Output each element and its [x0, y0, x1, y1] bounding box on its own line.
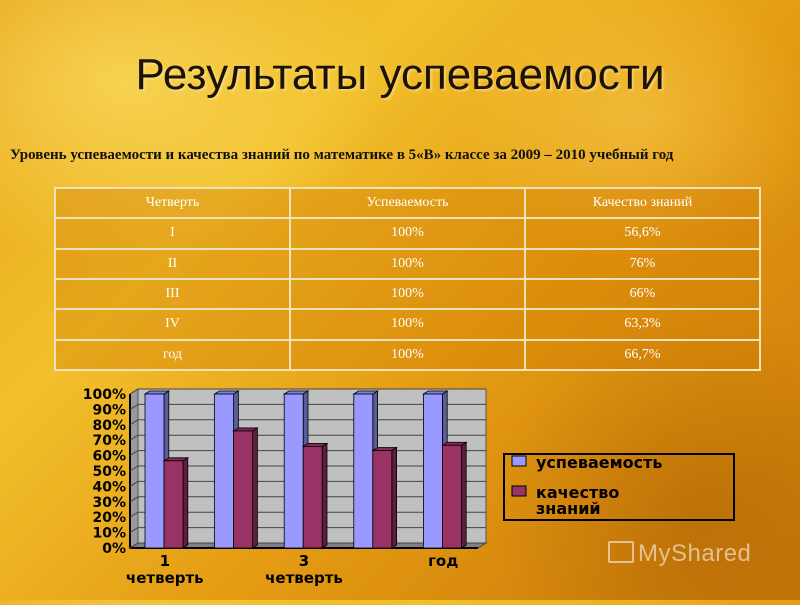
- results-table: Четверть Успеваемость Качество знаний I …: [54, 186, 761, 372]
- cell-quarter: IV: [54, 308, 291, 341]
- y-tick-label: 20%: [92, 510, 126, 526]
- cell-quality: 63,3%: [524, 308, 761, 341]
- cell-quarter: I: [54, 217, 291, 250]
- table-row: II 100% 76%: [54, 247, 761, 280]
- bar-chart: 0%10%20%30%40%50%60%70%80%90%100% 1четве…: [83, 387, 735, 587]
- bar-front: [353, 393, 374, 549]
- column-header-quarter: Четверть: [54, 186, 291, 220]
- bar-front: [144, 393, 165, 549]
- legend-label: знаний: [536, 499, 601, 518]
- cell-progress: 100%: [289, 277, 526, 311]
- bar-top: [282, 390, 310, 395]
- presentation-icon: [608, 541, 634, 563]
- y-tick-label: 50%: [92, 464, 126, 480]
- bar-top: [213, 390, 240, 395]
- bar-front: [214, 393, 235, 549]
- bar: [232, 427, 259, 549]
- x-tick-label: четверть: [265, 569, 343, 587]
- bar-chart-panel: 0% 10% 20% 30% 40% 50% 60% 70% 80% 90% 100% 1 четве…: [0, 378, 800, 600]
- bar-front: [441, 444, 462, 549]
- bar-front: [233, 430, 254, 549]
- table-caption: Уровень успеваемости и качества знаний п…: [10, 147, 674, 163]
- cell-quality: 76%: [524, 247, 761, 280]
- gridline: [129, 388, 486, 395]
- x-tick-label: 1: [160, 552, 170, 570]
- legend-box: [503, 453, 735, 521]
- bar-top: [232, 427, 259, 432]
- x-tick-label: 3: [299, 552, 309, 570]
- cell-progress: 100%: [289, 217, 526, 250]
- bar-top: [143, 390, 171, 395]
- legend-label: успеваемость: [536, 453, 663, 472]
- bar-front: [302, 445, 323, 549]
- bar-front: [283, 393, 304, 549]
- page-title: Результаты успеваемости: [135, 50, 665, 99]
- legend-swatch: [511, 485, 527, 497]
- bar-top: [352, 390, 379, 395]
- cell-quality: 56,6%: [524, 217, 761, 250]
- table-row: I 100% 56,6%: [54, 217, 761, 250]
- bar: [162, 457, 190, 549]
- bar-top: [371, 447, 398, 451]
- cell-progress: 100%: [289, 338, 526, 372]
- watermark-text: MyShared: [638, 540, 752, 567]
- bar-top: [422, 390, 449, 395]
- cell-quarter: III: [54, 277, 291, 311]
- cell-quality: 66%: [524, 277, 761, 311]
- bar-side: [182, 457, 189, 549]
- cell-quarter: год: [54, 338, 291, 372]
- bar: [441, 441, 468, 549]
- y-tick-label: 10%: [92, 526, 126, 542]
- y-tick-label: 90%: [92, 402, 126, 418]
- cell-progress: 100%: [289, 308, 526, 341]
- legend-label: качество: [536, 483, 619, 502]
- y-tick-label: 70%: [92, 433, 126, 449]
- bar-side: [321, 442, 328, 549]
- bar: [371, 446, 398, 549]
- bar-top: [162, 457, 190, 462]
- table-row: год 100% 66,7%: [54, 338, 761, 372]
- column-header-quality: Качество знаний: [524, 186, 761, 220]
- table-header-row: Четверть Успеваемость Качество знаний: [54, 186, 761, 220]
- watermark-logo: MyShared: [608, 540, 751, 568]
- bar-front: [372, 450, 393, 549]
- bar-side: [252, 427, 258, 549]
- column-header-progress: Успеваемость: [289, 186, 526, 220]
- y-tick-label: 0%: [102, 541, 126, 557]
- bars: [143, 390, 468, 549]
- bar-top: [301, 442, 329, 447]
- bar-side: [460, 441, 467, 549]
- y-tick-label: 40%: [92, 479, 126, 495]
- y-tick-label: 30%: [92, 495, 126, 511]
- bar-top: [441, 441, 468, 446]
- y-tick-label: 100%: [83, 387, 126, 403]
- bar-front: [163, 460, 184, 549]
- cell-quality: 66,7%: [524, 338, 761, 372]
- y-tick-label: 80%: [92, 418, 126, 434]
- y-axis-ticks: 0%10%20%30%40%50%60%70%80%90%100%: [83, 387, 126, 557]
- legend-swatch: [511, 455, 527, 467]
- y-tick-label: 60%: [92, 449, 126, 465]
- table-row: III 100% 66%: [54, 277, 761, 311]
- bar-side: [391, 446, 398, 549]
- bar: [301, 442, 329, 549]
- table-row: IV 100% 63,3%: [54, 308, 761, 341]
- cell-progress: 100%: [289, 247, 526, 280]
- x-tick-label: год: [428, 552, 458, 570]
- x-tick-label: четверть: [126, 569, 204, 587]
- cell-quarter: II: [54, 247, 291, 280]
- bar-front: [422, 393, 443, 549]
